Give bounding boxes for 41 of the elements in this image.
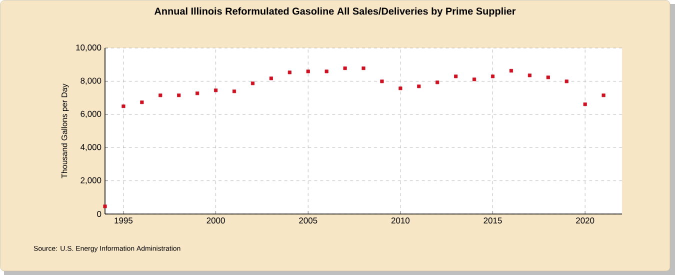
point <box>472 78 476 82</box>
y-tick-label: 4,000 <box>80 144 102 152</box>
y-tick-label: 2,000 <box>80 177 102 184</box>
point <box>140 100 144 104</box>
x-tick-label: 2010 <box>391 218 410 224</box>
point <box>196 92 200 96</box>
point <box>122 104 126 108</box>
chart-title: Annual Illinois Reformulated Gasoline All Sales/Deliveries by Prime Supplier <box>154 7 516 17</box>
point <box>546 76 550 80</box>
point <box>528 74 532 78</box>
point <box>417 84 421 88</box>
point <box>398 86 402 90</box>
point <box>436 80 440 84</box>
x-tick-label: 2000 <box>206 218 225 224</box>
y-tick-label: 8,000 <box>80 78 102 85</box>
point <box>602 94 606 98</box>
point <box>343 66 347 70</box>
y-tick-label: 0 <box>97 211 102 217</box>
point <box>177 94 181 98</box>
point <box>306 70 310 74</box>
point <box>564 80 568 84</box>
point <box>490 74 495 78</box>
point <box>232 90 236 94</box>
point <box>214 88 218 92</box>
x-tick-label: 2020 <box>576 218 594 224</box>
point <box>362 66 366 70</box>
y-tick-label: 10,000 <box>76 44 102 52</box>
x-tick-label: 2015 <box>484 218 502 224</box>
point <box>288 70 292 74</box>
point <box>103 204 107 208</box>
point <box>324 70 328 74</box>
point <box>269 76 273 80</box>
x-tick-label: 1995 <box>114 218 133 224</box>
point <box>158 94 162 98</box>
point <box>583 102 587 106</box>
y-tick-label: 6,000 <box>80 110 102 118</box>
x-tick-label: 2005 <box>299 218 318 224</box>
point <box>454 74 458 78</box>
point <box>380 80 384 84</box>
point <box>250 82 255 86</box>
point <box>509 68 514 73</box>
